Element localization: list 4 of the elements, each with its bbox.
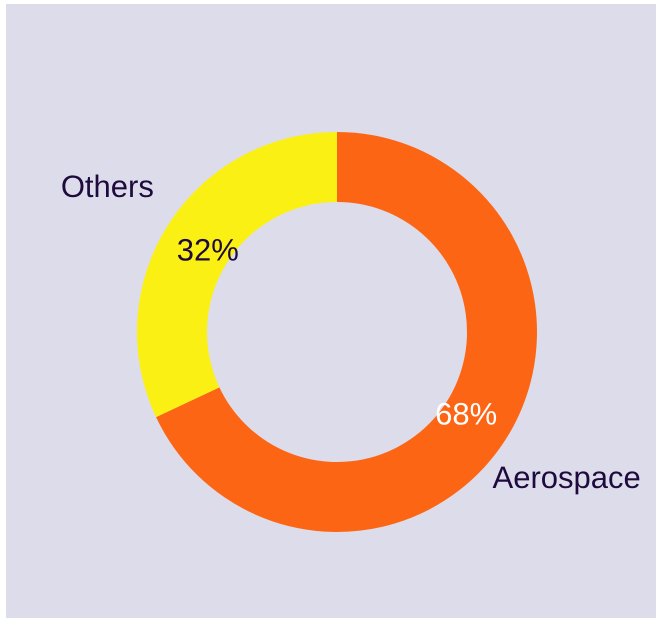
data-label: 32% xyxy=(176,232,239,268)
data-label: 68% xyxy=(435,396,498,432)
slice-label: Others xyxy=(60,168,154,204)
slice-label: Aerospace xyxy=(492,460,641,496)
